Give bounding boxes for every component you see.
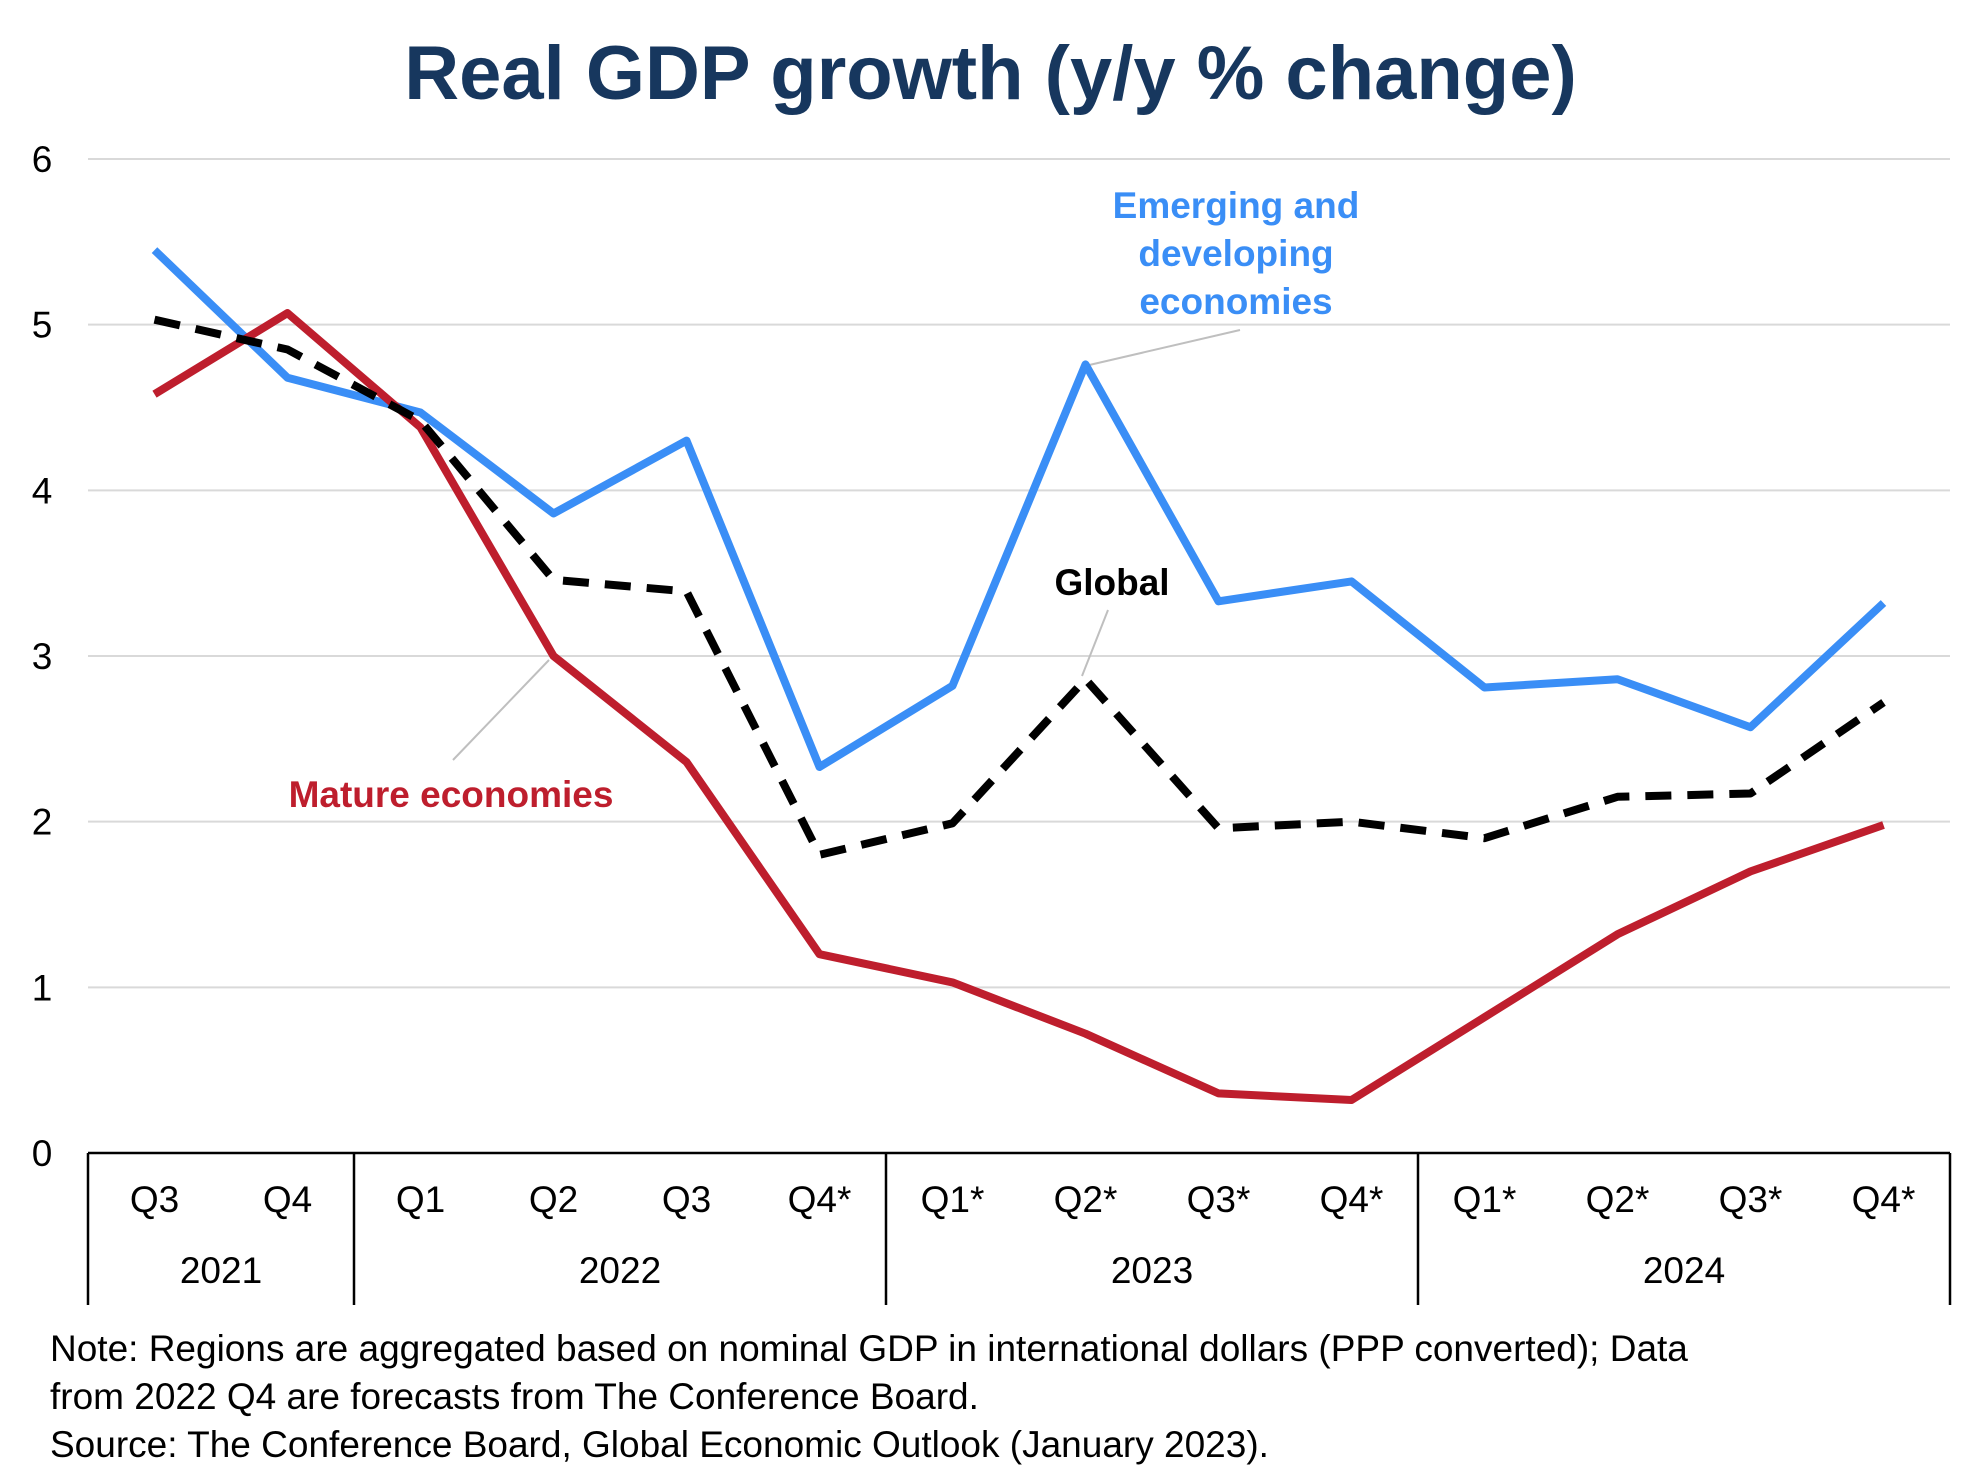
series-line-global [153,315,1886,859]
footnote: Note: Regions are aggregated based on no… [50,1325,1950,1469]
x-axis: Q3 Q4 Q1 Q2 Q3 Q4* Q1* Q2* Q3* Q4* Q1* Q2* Q3* Q4* 202… [86,1151,1952,1305]
x-year-label: 2021 [180,1250,262,1291]
leader-line [1084,329,1241,367]
label-leader-lines [452,329,1241,761]
y-tick-label: 1 [32,967,53,1008]
series-label-line: Global [1054,562,1169,603]
x-tick-label: Q2* [1586,1179,1650,1220]
series-label-line: Emerging and [1113,185,1360,226]
y-tick-label: 4 [32,470,53,511]
series-label-emerging-and-developing-economies: Emerging and developing economies [1113,185,1360,322]
x-tick-label: Q4* [1852,1179,1916,1220]
series-label-global: Global [1054,562,1169,603]
leader-line [1081,609,1109,677]
x-tick-label: Q2 [529,1179,578,1220]
x-tick-label: Q4* [788,1179,852,1220]
series-label-line: Mature economies [289,774,614,815]
y-axis-ticks: 0 1 2 3 4 5 6 [32,139,53,1174]
x-tick-label: Q3 [130,1179,179,1220]
x-tick-label: Q1* [921,1179,985,1220]
footnote-note-line2: from 2022 Q4 are forecasts from The Conf… [50,1376,979,1417]
gridlines [88,158,1950,989]
x-tick-label: Q3 [662,1179,711,1220]
x-tick-label: Q3* [1719,1179,1783,1220]
y-tick-label: 6 [32,139,53,180]
series-label-line: economies [1139,281,1332,322]
x-tick-label: Q1 [396,1179,445,1220]
footnote-source: Source: The Conference Board, Global Eco… [50,1424,1269,1465]
series-lines [151,247,1887,1104]
x-year-label: 2024 [1643,1250,1725,1291]
leader-line [452,659,550,761]
series-label-line: developing [1138,233,1333,274]
chart-title: Real GDP growth (y/y % change) [404,31,1577,116]
x-tick-label: Q4 [263,1179,312,1220]
footnote-note-line1: Note: Regions are aggregated based on no… [50,1328,1688,1369]
series-line-mature-economies [152,309,1885,1104]
y-tick-label: 5 [32,305,53,346]
y-tick-label: 0 [32,1133,53,1174]
x-tick-label: Q1* [1453,1179,1517,1220]
series-label-mature-economies: Mature economies [289,774,614,815]
y-tick-label: 3 [32,636,53,677]
y-tick-label: 2 [32,802,53,843]
x-tick-label: Q3* [1187,1179,1251,1220]
series-labels: Emerging and developing economies Global Mat… [289,185,1360,815]
x-year-label: 2022 [579,1250,661,1291]
x-tick-label: Q2* [1054,1179,1118,1220]
series-line-emerging-and-developing-economies [151,247,1887,771]
x-year-label: 2023 [1111,1250,1193,1291]
x-tick-label: Q4* [1320,1179,1384,1220]
